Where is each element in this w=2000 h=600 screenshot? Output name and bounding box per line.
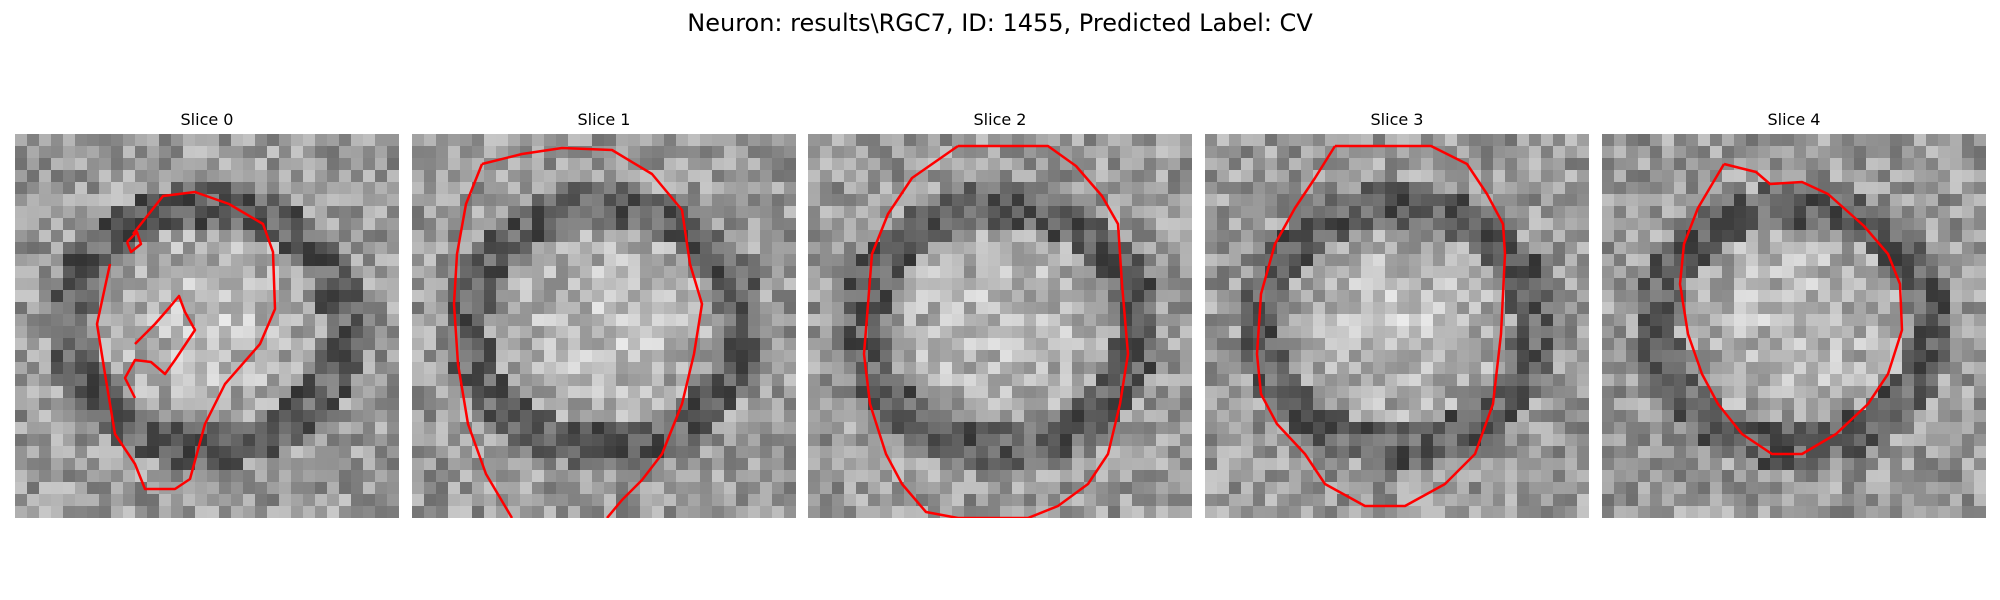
slice-title: Slice 2 <box>973 110 1027 129</box>
slice-title: Slice 1 <box>577 110 631 129</box>
segmentation-contour <box>95 190 277 491</box>
segmentation-contour <box>862 144 1130 518</box>
slice-panel-2: Slice 2 <box>808 110 1192 518</box>
slice-title: Slice 0 <box>180 110 234 129</box>
slice-panel-3: Slice 3 <box>1205 110 1589 518</box>
slice-panel-4: Slice 4 <box>1602 110 1986 518</box>
slice-image-3 <box>1205 134 1589 518</box>
slice-title: Slice 3 <box>1370 110 1424 129</box>
slice-image-4 <box>1602 134 1986 518</box>
slice-panel-0: Slice 0 <box>15 110 399 518</box>
slice-image-2 <box>808 134 1192 518</box>
slice-image-1 <box>412 134 796 518</box>
figure-title: Neuron: results\RGC7, ID: 1455, Predicte… <box>687 9 1313 37</box>
segmentation-contour <box>1255 144 1507 508</box>
slice-panel-1: Slice 1 <box>412 110 796 518</box>
slice-title: Slice 4 <box>1767 110 1821 129</box>
slice-image-0 <box>15 134 399 518</box>
segmentation-contour <box>452 146 704 518</box>
segmentation-contour <box>1678 162 1904 456</box>
